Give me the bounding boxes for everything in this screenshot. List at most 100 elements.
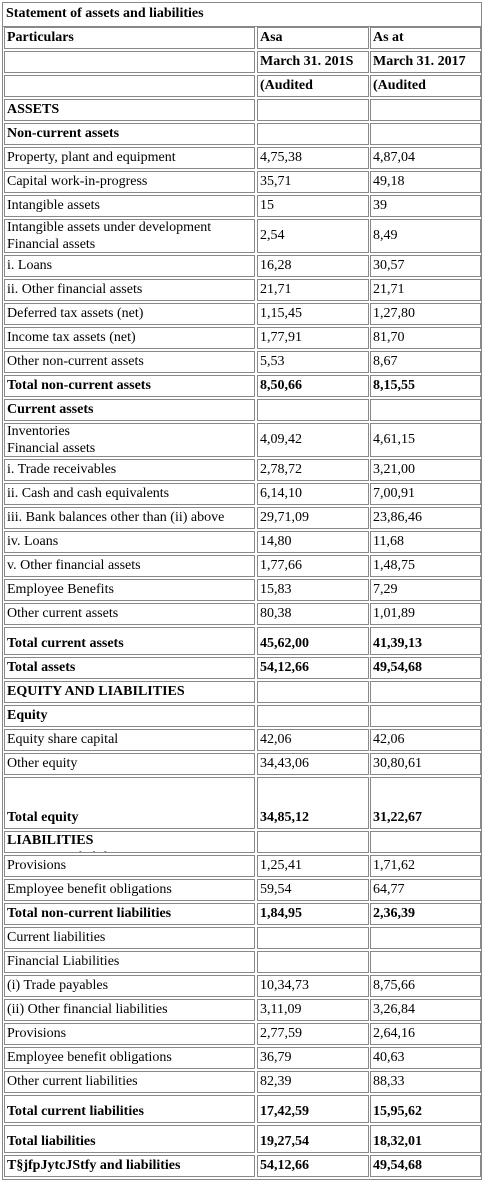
row-label: Current assets (4, 399, 255, 421)
value-2018: 35,71 (257, 171, 369, 193)
table-row: Total equity 34,85,12 31,22,67 (3, 777, 481, 831)
value-2017: 4,61,15 (370, 423, 481, 457)
row-label: Employee Benefits (4, 579, 255, 601)
table-body: Particulars Asa As at March 31. 201S March 3… (3, 27, 481, 1179)
table-row: iv. Loans 14,80 11,68 (3, 531, 481, 555)
row-label: Deferred tax assets (net) (4, 303, 255, 325)
row-label: Other non-current assets (4, 351, 255, 373)
value-2017: 7,00,91 (370, 483, 481, 505)
row-label: (ii) Other financial liabilities (4, 999, 255, 1021)
value-2018: 54,12,66 (257, 657, 369, 679)
table-row: Non-current assets (3, 123, 481, 147)
row-label: Total assets (4, 657, 255, 679)
value-2018: 8,50,66 (257, 375, 369, 397)
row-label: Other current liabilities (4, 1071, 255, 1093)
row-label: Capital work-in-progress (4, 171, 255, 193)
value-2018 (257, 99, 369, 121)
table-row: Intangible assets 15 39 (3, 195, 481, 219)
table-row: Total non-current assets 8,50,66 8,15,55 (3, 375, 481, 399)
row-label-line1: LIABILITIES (7, 833, 94, 848)
table-row: Other non-current assets 5,53 8,67 (3, 351, 481, 375)
table-row: v. Other financial assets 1,77,66 1,48,75 (3, 555, 481, 579)
table-row: Employee benefit obligations 36,79 40,63 (3, 1047, 481, 1071)
table-row: Equity share capital 42,06 42,06 (3, 729, 481, 753)
table-row: Property, plant and equipment 4,75,38 4,87… (3, 147, 481, 171)
row-label: Provisions (4, 855, 255, 877)
row-label: Equity (4, 705, 255, 727)
header-row: Particulars Asa As at (3, 27, 481, 51)
value-2017: 1,01,89 (370, 603, 481, 625)
row-label: iv. Loans (4, 531, 255, 553)
value-2017: 2,36,39 (370, 903, 481, 925)
value-2017: 8,75,66 (370, 975, 481, 997)
row-label: (i) Trade payables (4, 975, 255, 997)
table-row: Equity (3, 705, 481, 729)
value-2018: 2,78,72 (257, 459, 369, 481)
row-label: Non-current assets (4, 123, 255, 145)
row-label: i. Trade receivables (4, 459, 255, 481)
row-label: LIABILITIESNon-current liabilities (4, 831, 255, 853)
value-2018: 1,25,41 (257, 855, 369, 877)
row-label: Inventories Financial assets (4, 423, 255, 457)
table-row: Intangible assets under development Finan… (3, 219, 481, 255)
value-2017: 23,86,46 (370, 507, 481, 529)
row-label: Employee benefit obligations (4, 1047, 255, 1069)
value-2018: 54,12,66 (257, 1155, 369, 1177)
value-2017: 3,26,84 (370, 999, 481, 1021)
value-2017: 8,15,55 (370, 375, 481, 397)
value-2017 (370, 123, 481, 145)
table-row: Total non-current liabilities 1,84,95 2,36… (3, 903, 481, 927)
value-2017 (370, 99, 481, 121)
value-2018: 3,11,09 (257, 999, 369, 1021)
value-2017: 4,87,04 (370, 147, 481, 169)
table-row: Total current assets 45,62,00 41,39,13 (3, 627, 481, 657)
row-label: Other equity (4, 753, 255, 775)
row-label: i. Loans (4, 255, 255, 277)
value-2018: 19,27,54 (257, 1125, 369, 1153)
row-label-line1: Inventories (7, 424, 70, 439)
row-label: ii. Other financial assets (4, 279, 255, 301)
row-label: ASSETS (4, 99, 255, 121)
value-2018: 15,83 (257, 579, 369, 601)
table-row: Provisions 1,25,41 1,71,62 (3, 855, 481, 879)
table-row: Employee Benefits 15,83 7,29 (3, 579, 481, 603)
value-2018: 4,75,38 (257, 147, 369, 169)
value-2018: 4,09,42 (257, 423, 369, 457)
value-2017: 15,95,62 (370, 1095, 481, 1123)
row-label-line2: Financial assets (7, 237, 96, 252)
row-label: Equity share capital (4, 729, 255, 751)
value-2017: 49,18 (370, 171, 481, 193)
table-title: Statement of assets and liabilities (3, 3, 481, 27)
value-2017 (370, 705, 481, 727)
value-2017 (370, 927, 481, 949)
row-label: Intangible assets under development Finan… (4, 219, 255, 253)
header-row: (Audited (Audited (3, 75, 481, 99)
value-2018: 59,54 (257, 879, 369, 901)
value-2018: 15 (257, 195, 369, 217)
value-2018: 14,80 (257, 531, 369, 553)
row-label: Total current liabilities (4, 1095, 255, 1123)
row-label: EQUITY AND LIABILITIES (4, 681, 255, 703)
value-2017: 7,29 (370, 579, 481, 601)
value-2017 (370, 681, 481, 703)
value-2017: 49,54,68 (370, 1155, 481, 1177)
value-2018 (257, 123, 369, 145)
value-2018: 2,77,59 (257, 1023, 369, 1045)
row-label: Total current assets (4, 627, 255, 655)
header-col2: Asa (257, 27, 369, 49)
header-col3: March 31. 2017 (370, 51, 481, 73)
value-2018: 1,84,95 (257, 903, 369, 925)
value-2017: 8,67 (370, 351, 481, 373)
header-row: March 31. 201S March 31. 2017 (3, 51, 481, 75)
table-row: iii. Bank balances other than (ii) above… (3, 507, 481, 531)
row-label: Total equity (4, 777, 255, 829)
row-label: Total non-current liabilities (4, 903, 255, 925)
value-2017: 31,22,67 (370, 777, 481, 829)
table-row: Employee benefit obligations 59,54 64,77 (3, 879, 481, 903)
row-label: v. Other financial assets (4, 555, 255, 577)
value-2018: 5,53 (257, 351, 369, 373)
value-2018 (257, 927, 369, 949)
table-row: Capital work-in-progress 35,71 49,18 (3, 171, 481, 195)
row-label: Financial Liabilities (4, 951, 255, 973)
row-label: T§jfpJytcJStfy and liabilities (4, 1155, 255, 1177)
